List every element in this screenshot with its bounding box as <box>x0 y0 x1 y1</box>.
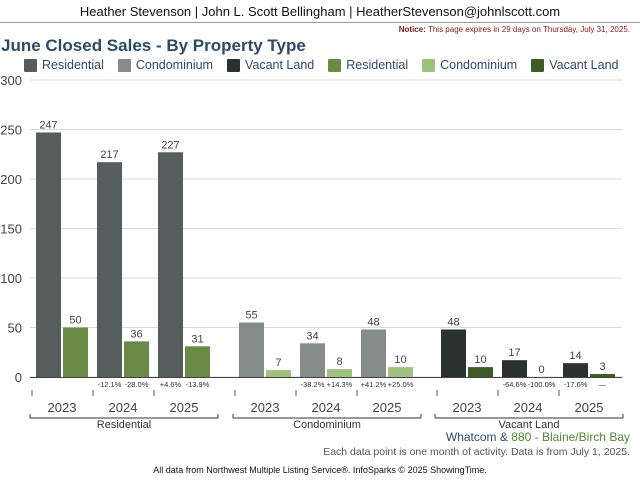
legend-item: Residential <box>328 58 408 72</box>
year-label: 2024 <box>514 400 543 415</box>
bar-value-label: 10 <box>394 354 406 366</box>
bar <box>441 329 466 377</box>
year-label: 2024 <box>109 400 138 415</box>
bar <box>97 162 122 377</box>
group-label: Vacant Land <box>499 419 560 430</box>
change-label: +4.6% <box>160 380 182 389</box>
change-label: -100.0% <box>528 380 556 389</box>
legend-item: Residential <box>24 58 104 72</box>
year-label: 2023 <box>453 400 482 415</box>
agent-contact-text: Heather Stevenson | John L. Scott Bellin… <box>79 3 561 19</box>
legend-label: Residential <box>346 58 409 72</box>
y-tick-label: 250 <box>0 123 22 138</box>
change-label: +25.0% <box>388 380 414 389</box>
chart-title: June Closed Sales - By Property Type <box>1 36 306 55</box>
legend-swatch <box>24 58 37 72</box>
bar <box>185 346 210 377</box>
bar-value-label: 48 <box>447 316 459 328</box>
y-tick-label: 0 <box>15 370 22 385</box>
group-label: Residential <box>97 419 151 430</box>
bar <box>158 152 183 377</box>
legend-label: Vacant Land <box>244 58 315 72</box>
change-label: -13.9% <box>186 380 210 389</box>
region-ampersand: & <box>499 430 508 444</box>
bar-value-label: 17 <box>508 347 520 359</box>
bar-value-label: 10 <box>474 354 486 366</box>
notice-label: Notice: <box>398 25 426 34</box>
expiry-notice: Notice: This page expires in 29 days on … <box>399 25 630 34</box>
bar-value-label: 217 <box>100 149 118 161</box>
change-label: -28.0% <box>125 380 149 389</box>
y-tick-label: 200 <box>0 172 22 187</box>
year-label: 2025 <box>373 400 402 415</box>
region-area-b: 880 - Blaine/Birch Bay <box>511 430 630 444</box>
legend-item: Vacant Land <box>531 58 619 72</box>
legend-item: Condominium <box>422 58 517 72</box>
bar-value-label: 55 <box>245 310 257 322</box>
bar-value-label: 48 <box>367 316 379 328</box>
legend-label: Condominium <box>135 58 213 72</box>
year-label: 2025 <box>170 400 199 415</box>
legend-label: Condominium <box>440 58 518 72</box>
region-area-a: Whatcom <box>445 430 497 444</box>
legend-swatch <box>226 58 240 72</box>
legend-swatch <box>531 58 545 72</box>
agent-header: Heather Stevenson | John L. Scott Bellin… <box>0 0 640 22</box>
bar <box>468 367 493 377</box>
change-label: -64.6% <box>503 380 527 389</box>
y-tick-label: 150 <box>0 222 22 237</box>
legend-label: Vacant Land <box>549 58 619 72</box>
year-label: 2023 <box>251 400 280 415</box>
bar <box>300 343 325 377</box>
change-label: — <box>599 380 607 389</box>
bar-value-label: 227 <box>161 139 179 151</box>
bar-value-label: 14 <box>569 350 581 362</box>
bar <box>36 132 61 377</box>
legend-label: Residential <box>42 58 104 72</box>
bar-value-label: 7 <box>275 357 281 369</box>
notice-text: This page expires in 29 days on Thursday… <box>427 25 630 34</box>
bar-value-label: 50 <box>69 315 81 327</box>
change-label: -17.6% <box>564 380 588 389</box>
change-label: -12.1% <box>98 380 122 389</box>
region-label: Whatcom & 880 - Blaine/Birch Bay <box>446 430 630 444</box>
data-note: Each data point is one month of activity… <box>323 446 630 458</box>
header-divider <box>0 22 640 23</box>
legend-item: Vacant Land <box>226 58 315 72</box>
change-label: +14.3% <box>327 380 353 389</box>
footer-credit: All data from Northwest Multiple Listing… <box>153 465 487 475</box>
legend-swatch <box>117 58 131 72</box>
bar <box>266 370 291 377</box>
bar-value-label: 8 <box>336 356 342 368</box>
bar <box>502 360 527 377</box>
group-label: Condominium <box>293 419 361 430</box>
year-label: 2024 <box>312 400 341 415</box>
bar <box>361 329 386 377</box>
change-label: +41.2% <box>361 380 387 389</box>
bar-value-label: 247 <box>39 119 57 131</box>
legend-swatch <box>328 58 342 72</box>
bar <box>327 369 352 377</box>
bar <box>124 341 149 377</box>
bar-value-label: 36 <box>130 328 142 340</box>
bar <box>563 363 588 377</box>
bar-value-label: 3 <box>599 361 605 373</box>
legend-swatch <box>422 58 436 72</box>
year-label: 2023 <box>48 400 77 415</box>
bar <box>590 374 615 377</box>
y-tick-label: 100 <box>0 271 22 286</box>
year-label: 2025 <box>575 400 604 415</box>
bar <box>388 367 413 377</box>
y-tick-label: 50 <box>8 321 22 336</box>
y-tick-label: 300 <box>0 73 22 88</box>
chart-legend: Residential Condominium Vacant Land Residen… <box>24 57 633 73</box>
bar <box>239 322 264 377</box>
bar <box>63 327 88 377</box>
bar-value-label: 34 <box>306 330 318 342</box>
bar-value-label: 31 <box>191 333 203 345</box>
bar-value-label: 0 <box>538 364 544 376</box>
change-label: -38.2% <box>301 380 325 389</box>
legend-item: Condominium <box>117 58 213 72</box>
